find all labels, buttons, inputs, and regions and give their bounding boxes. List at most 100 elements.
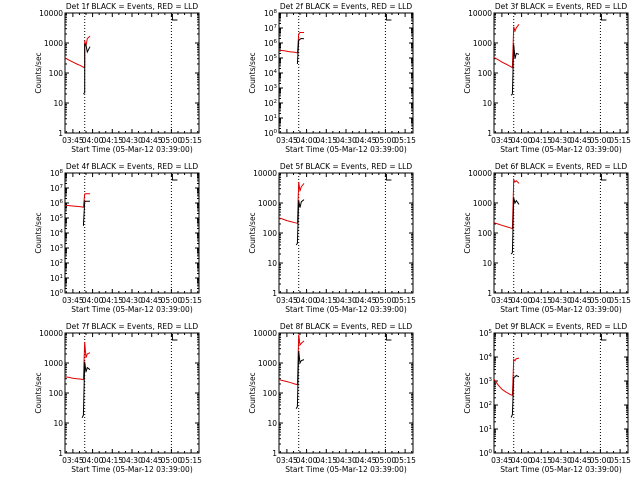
range-bracket-mark [171,14,178,21]
x-axis-label: Start Time (05-Mar-12 03:39:00) [500,465,622,474]
y-tick-label: 105 [264,54,278,63]
series-line-events [510,44,520,96]
x-tick-label: 05:15 [609,136,631,145]
series-line-events [296,37,305,65]
x-tick-label: 04:45 [570,456,592,465]
panel-title: Det 5f BLACK = Events, RED = LLD [280,162,413,171]
x-tick-label: 04:30 [550,136,572,145]
y-tick-label: 100 [263,389,278,398]
x-tick-label: 04:00 [296,136,318,145]
x-tick-label: 04:00 [511,456,533,465]
y-tick-label: 10000 [253,329,277,338]
range-bracket-mark [171,334,178,341]
y-tick-label: 104 [50,229,64,238]
x-axis-label: Start Time (05-Mar-12 03:39:00) [500,145,622,154]
x-tick-label: 05:15 [394,456,416,465]
x-tick-label: 04:00 [296,456,318,465]
x-tick-label: 04:30 [550,456,572,465]
x-tick-label: 04:15 [315,136,337,145]
range-bracket-mark [600,334,607,341]
range-bracket-mark [385,14,392,21]
y-tick-label: 107 [264,24,278,33]
x-tick-label: 05:15 [180,456,202,465]
series-line-lld [493,357,520,397]
x-tick-label: 03:45 [276,456,298,465]
x-axis-label: Start Time (05-Mar-12 03:39:00) [285,305,407,314]
x-tick-label: 05:00 [161,136,183,145]
range-bracket-mark [385,174,392,181]
y-tick-label: 102 [264,99,277,108]
panel-det-6f: Det 6f BLACK = Events, RED = LLD 1 10 100 10… [463,162,631,314]
range-bracket-mark [171,174,178,181]
y-tick-label: 102 [50,259,63,268]
x-tick-label: 04:15 [101,456,123,465]
x-tick-label: 05:15 [180,296,202,305]
y-tick-label: 1 [58,129,63,138]
x-tick-label: 04:15 [101,296,123,305]
x-axis-label: Start Time (05-Mar-12 03:39:00) [71,305,193,314]
panel-title: Det 6f BLACK = Events, RED = LLD [495,162,628,171]
y-tick-label: 10 [53,419,63,428]
series-line-events [510,197,520,255]
y-axis-label: Counts/sec [34,372,43,413]
panel-title: Det 1f BLACK = Events, RED = LLD [66,2,199,11]
y-axis-label: Counts/sec [34,212,43,253]
x-tick-label: 04:00 [82,456,104,465]
y-tick-label: 1 [58,449,63,458]
panel-det-7f: Det 7f BLACK = Events, RED = LLD 1 10 100 10… [34,322,202,474]
y-tick-label: 101 [264,114,277,123]
x-tick-label: 04:15 [315,456,337,465]
x-axis-label: Start Time (05-Mar-12 03:39:00) [285,145,407,154]
y-tick-label: 105 [479,329,493,338]
x-axis-label: Start Time (05-Mar-12 03:39:00) [71,145,193,154]
x-tick-label: 04:15 [530,296,552,305]
x-tick-label: 05:00 [161,456,183,465]
x-tick-label: 04:45 [570,136,592,145]
y-tick-label: 10000 [253,169,277,178]
range-bracket-mark [385,334,392,341]
series-line-lld [64,193,90,208]
x-tick-label: 04:45 [355,456,377,465]
y-tick-label: 10 [267,259,277,268]
panel-det-8f: Det 8f BLACK = Events, RED = LLD 1 10 100 10… [248,322,416,474]
y-tick-label: 106 [264,39,278,48]
x-tick-label: 04:00 [511,136,533,145]
y-tick-label: 106 [50,199,64,208]
y-tick-label: 100 [263,229,278,238]
y-tick-label: 108 [50,169,64,178]
series-line-events [295,199,305,246]
y-tick-label: 100 [479,449,493,458]
series-line-lld [493,23,520,69]
x-tick-label: 04:45 [355,296,377,305]
y-tick-label: 1000 [258,199,277,208]
series-line-lld [493,177,520,230]
y-tick-label: 1000 [44,359,63,368]
y-tick-label: 1 [487,289,492,298]
y-tick-label: 103 [479,377,493,386]
y-tick-label: 10000 [468,9,492,18]
series-line-lld [64,341,91,381]
x-tick-label: 05:00 [590,456,612,465]
range-bracket-mark [600,14,607,21]
x-tick-label: 04:00 [511,296,533,305]
y-tick-label: 107 [50,184,64,193]
y-tick-label: 103 [50,244,64,253]
panel-det-2f: Det 2f BLACK = Events, RED = LLD 100 101 10… [248,2,416,154]
y-tick-label: 10 [267,419,277,428]
x-tick-label: 05:15 [609,296,631,305]
x-tick-label: 04:30 [121,456,143,465]
x-tick-label: 05:00 [590,136,612,145]
x-tick-label: 05:00 [375,456,397,465]
y-tick-label: 108 [264,9,278,18]
x-tick-label: 03:45 [276,296,298,305]
x-tick-label: 05:00 [375,136,397,145]
x-tick-label: 04:30 [335,456,357,465]
panel-title: Det 4f BLACK = Events, RED = LLD [66,162,199,171]
y-tick-label: 100 [49,389,64,398]
y-tick-label: 10 [482,99,492,108]
y-tick-label: 1 [272,289,277,298]
x-tick-label: 04:15 [530,456,552,465]
x-tick-label: 03:45 [491,456,513,465]
panel-det-3f: Det 3f BLACK = Events, RED = LLD 1 10 100 10… [463,2,631,154]
panel-title: Det 9f BLACK = Events, RED = LLD [495,322,628,331]
